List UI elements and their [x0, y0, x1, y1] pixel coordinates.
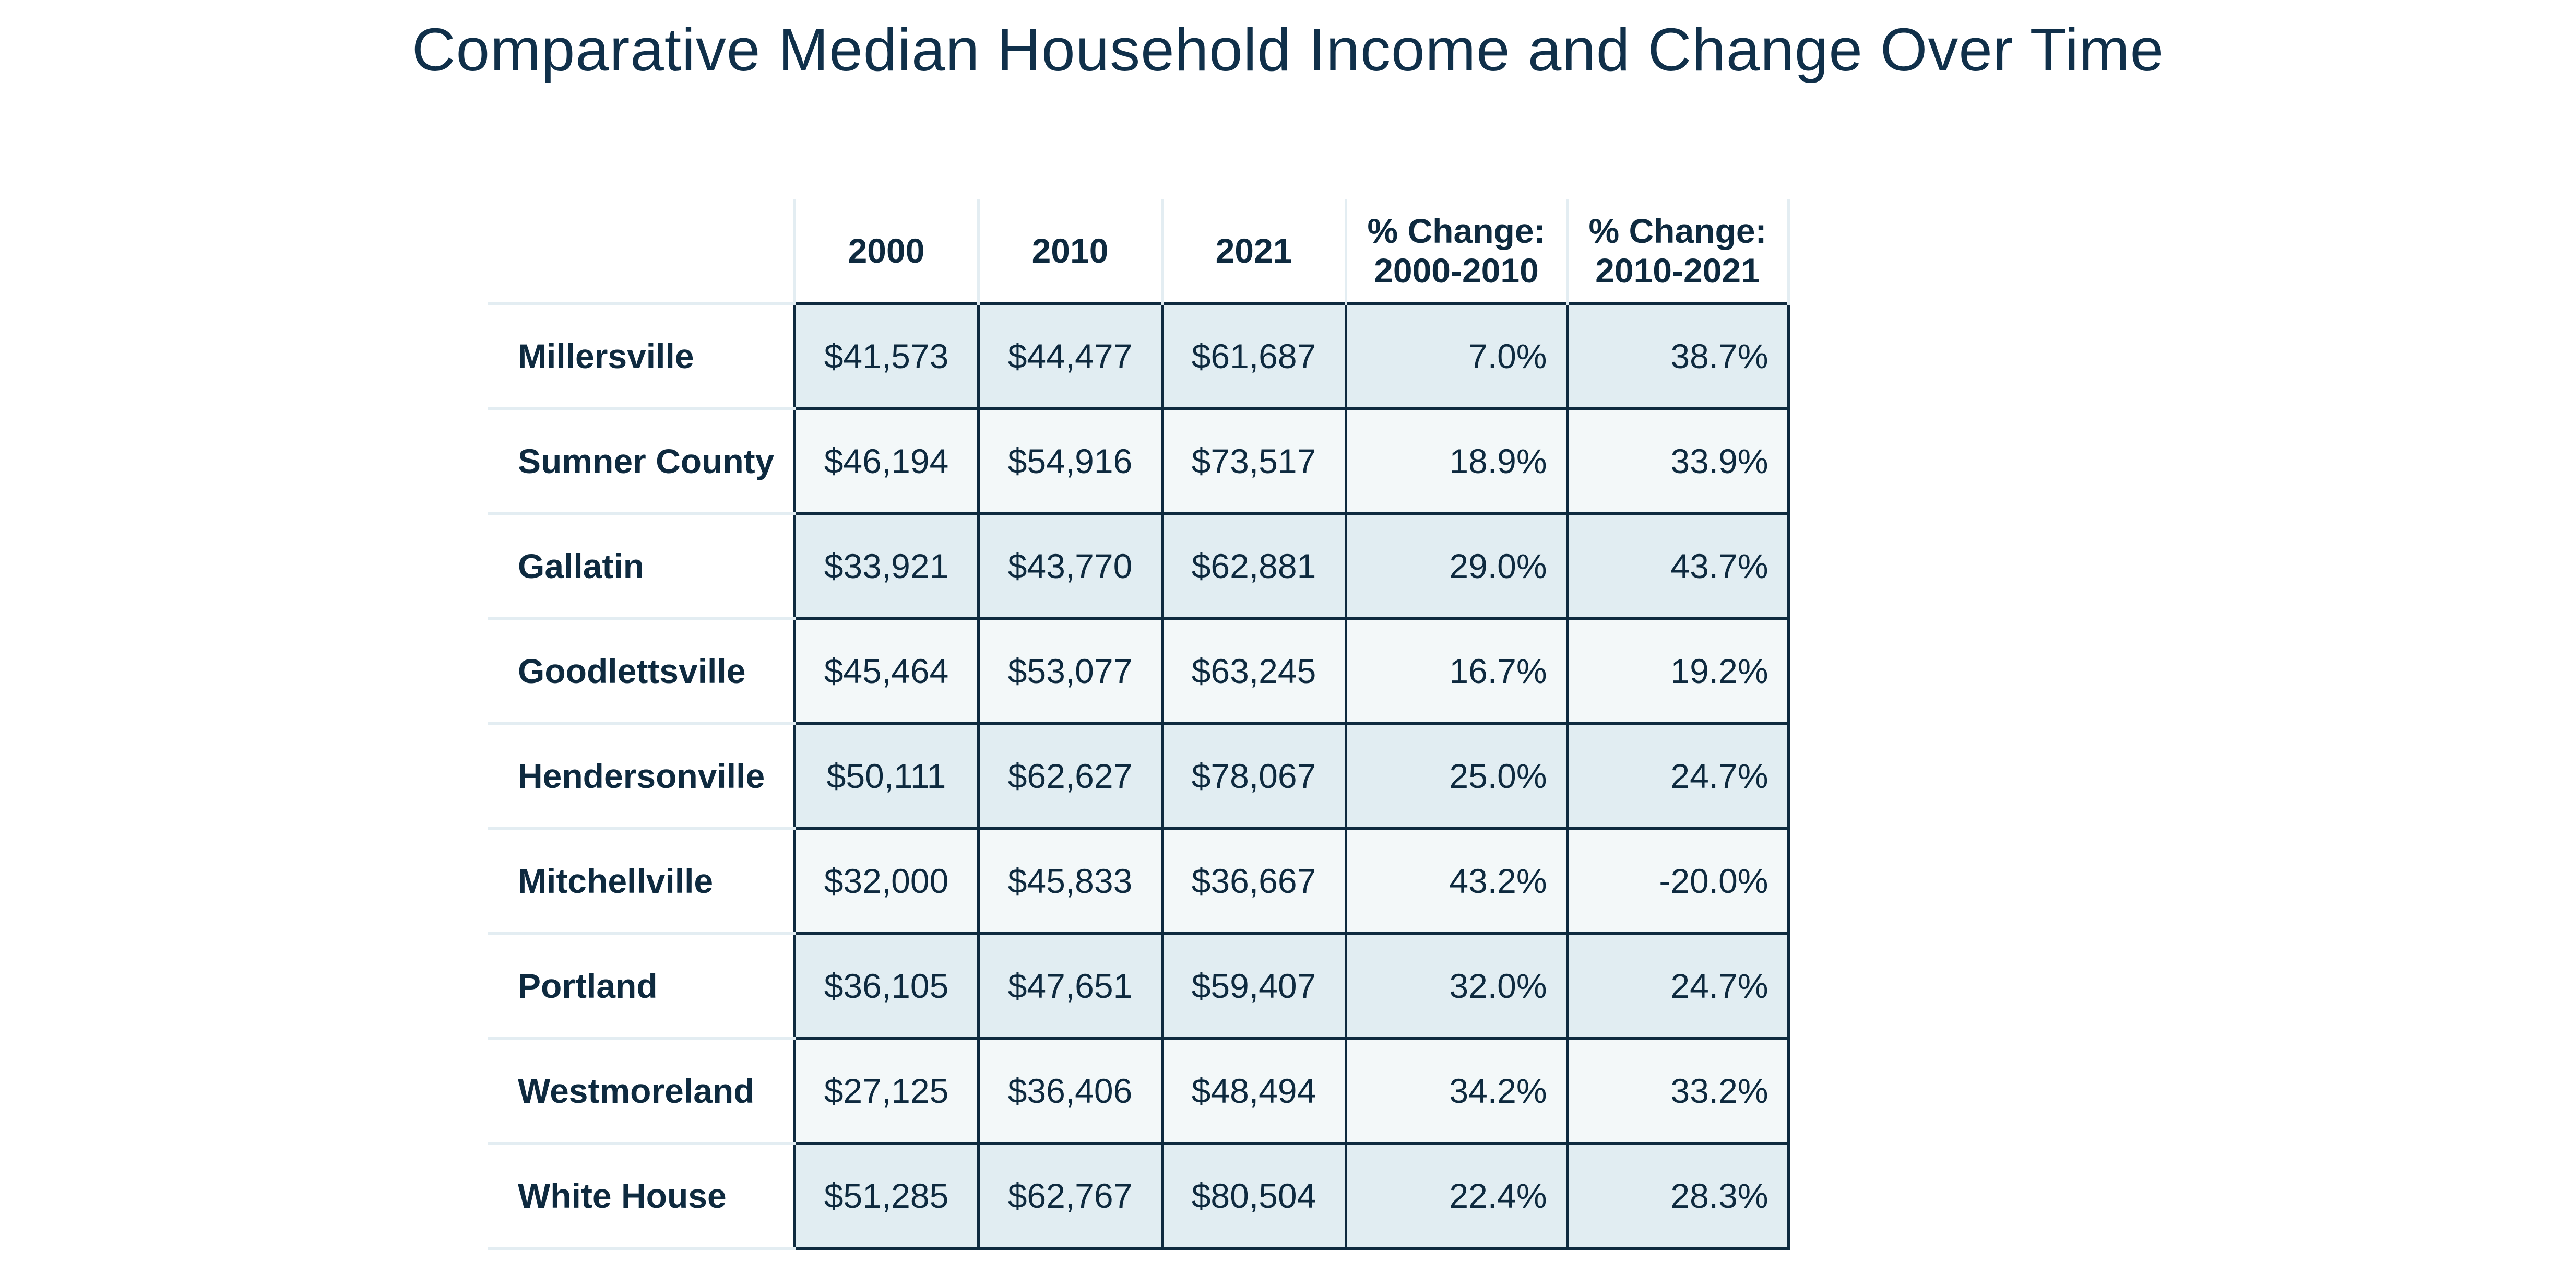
- header-label-line: % Change:: [1588, 211, 1767, 250]
- table-row: Millersville $41,573 $44,477 $61,687 7.0…: [488, 302, 1790, 410]
- cell-pct-2010-2021: 24.7%: [1565, 932, 1790, 1040]
- cell-pct-2010-2021: 33.2%: [1565, 1037, 1790, 1145]
- table-header-row: 2000 2010 2021 % Change: 2000-2010 % Cha…: [488, 199, 1790, 303]
- cell-2000: $27,125: [793, 1037, 980, 1145]
- cell-2010: $44,477: [977, 302, 1164, 410]
- cell-pct-2000-2010: 25.0%: [1344, 722, 1569, 830]
- cell-2021: $62,881: [1160, 512, 1347, 620]
- header-pct-change-2000-2010: % Change: 2000-2010: [1344, 199, 1569, 303]
- cell-2000: $51,285: [793, 1141, 980, 1250]
- row-label: Gallatin: [488, 512, 794, 620]
- cell-2000: $46,194: [793, 407, 980, 515]
- table-row: Sumner County $46,194 $54,916 $73,517 18…: [488, 407, 1790, 515]
- table-row: Mitchellville $32,000 $45,833 $36,667 43…: [488, 827, 1790, 935]
- cell-2010: $54,916: [977, 407, 1164, 515]
- cell-2000: $50,111: [793, 722, 980, 830]
- cell-2021: $80,504: [1160, 1141, 1347, 1250]
- row-label: Westmoreland: [488, 1037, 794, 1145]
- cell-pct-2010-2021: 19.2%: [1565, 617, 1790, 725]
- header-label-line: 2000-2010: [1374, 251, 1539, 290]
- table-row: Goodlettsville $45,464 $53,077 $63,245 1…: [488, 617, 1790, 725]
- header-label-line: 2010-2021: [1595, 251, 1760, 290]
- cell-2010: $62,767: [977, 1141, 1164, 1250]
- cell-2010: $62,627: [977, 722, 1164, 830]
- cell-pct-2010-2021: 38.7%: [1565, 302, 1790, 410]
- cell-pct-2010-2021: 43.7%: [1565, 512, 1790, 620]
- cell-2021: $36,667: [1160, 827, 1347, 935]
- cell-2010: $36,406: [977, 1037, 1164, 1145]
- cell-pct-2010-2021: 24.7%: [1565, 722, 1790, 830]
- cell-pct-2000-2010: 34.2%: [1344, 1037, 1569, 1145]
- header-pct-change-2010-2021: % Change: 2010-2021: [1565, 199, 1790, 303]
- cell-2021: $73,517: [1160, 407, 1347, 515]
- cell-pct-2010-2021: -20.0%: [1565, 827, 1790, 935]
- table-row: Hendersonville $50,111 $62,627 $78,067 2…: [488, 722, 1790, 830]
- cell-2021: $78,067: [1160, 722, 1347, 830]
- cell-2000: $32,000: [793, 827, 980, 935]
- cell-2021: $61,687: [1160, 302, 1347, 410]
- cell-pct-2010-2021: 33.9%: [1565, 407, 1790, 515]
- header-2010: 2010: [977, 199, 1164, 303]
- cell-2010: $53,077: [977, 617, 1164, 725]
- row-label: Millersville: [488, 302, 794, 410]
- cell-pct-2000-2010: 16.7%: [1344, 617, 1569, 725]
- cell-2000: $45,464: [793, 617, 980, 725]
- cell-2000: $36,105: [793, 932, 980, 1040]
- page-title: Comparative Median Household Income and …: [411, 16, 2165, 84]
- cell-pct-2000-2010: 22.4%: [1344, 1141, 1569, 1250]
- cell-2021: $63,245: [1160, 617, 1347, 725]
- header-label-line: % Change:: [1367, 211, 1546, 250]
- table-row: Portland $36,105 $47,651 $59,407 32.0% 2…: [488, 932, 1790, 1040]
- cell-2021: $48,494: [1160, 1037, 1347, 1145]
- row-label: Goodlettsville: [488, 617, 794, 725]
- cell-pct-2000-2010: 43.2%: [1344, 827, 1569, 935]
- row-label: Portland: [488, 932, 794, 1040]
- table-row: White House $51,285 $62,767 $80,504 22.4…: [488, 1141, 1790, 1250]
- cell-pct-2000-2010: 7.0%: [1344, 302, 1569, 410]
- cell-pct-2000-2010: 29.0%: [1344, 512, 1569, 620]
- cell-2010: $47,651: [977, 932, 1164, 1040]
- row-label: Mitchellville: [488, 827, 794, 935]
- table-row: Westmoreland $27,125 $36,406 $48,494 34.…: [488, 1037, 1790, 1145]
- cell-2000: $33,921: [793, 512, 980, 620]
- header-2021: 2021: [1160, 199, 1347, 303]
- row-label: White House: [488, 1141, 794, 1250]
- row-label: Hendersonville: [488, 722, 794, 830]
- cell-pct-2010-2021: 28.3%: [1565, 1141, 1790, 1250]
- income-table: 2000 2010 2021 % Change: 2000-2010 % Cha…: [488, 199, 1790, 1250]
- cell-2010: $45,833: [977, 827, 1164, 935]
- cell-pct-2000-2010: 32.0%: [1344, 932, 1569, 1040]
- row-label: Sumner County: [488, 407, 794, 515]
- header-corner: [488, 199, 794, 303]
- cell-2010: $43,770: [977, 512, 1164, 620]
- header-2000: 2000: [793, 199, 980, 303]
- cell-2000: $41,573: [793, 302, 980, 410]
- cell-2021: $59,407: [1160, 932, 1347, 1040]
- table-row: Gallatin $33,921 $43,770 $62,881 29.0% 4…: [488, 512, 1790, 620]
- cell-pct-2000-2010: 18.9%: [1344, 407, 1569, 515]
